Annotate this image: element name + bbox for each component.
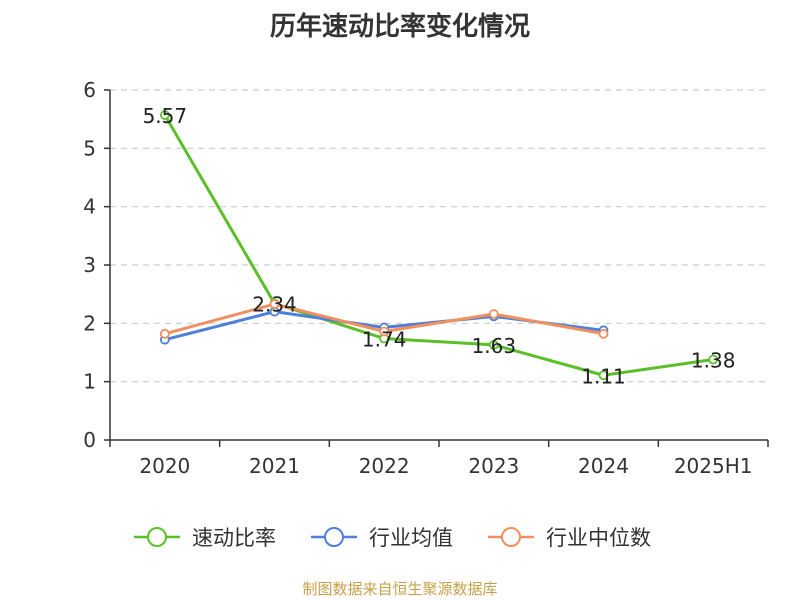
data-point[interactable] xyxy=(488,340,499,350)
legend-label: 行业均值 xyxy=(369,526,453,550)
y-tick-label: 3 xyxy=(83,253,96,277)
data-label: 5.57 xyxy=(143,104,188,128)
data-point[interactable] xyxy=(159,110,170,120)
x-tick-label: 2021 xyxy=(249,454,300,478)
data-labels: 5.57 2.34 1.74 1.63 1.11 1.38 xyxy=(143,104,736,388)
y-tick-label: 0 xyxy=(83,428,96,452)
data-label: 1.63 xyxy=(472,334,517,358)
series-group xyxy=(159,110,719,381)
y-tick-label: 2 xyxy=(83,311,96,335)
grid-lines xyxy=(110,89,768,383)
data-label: 1.11 xyxy=(581,364,626,388)
legend-marker xyxy=(147,527,167,547)
x-tick-label: 2020 xyxy=(139,454,190,478)
data-point[interactable] xyxy=(379,326,390,337)
data-point[interactable] xyxy=(269,299,280,309)
data-point[interactable] xyxy=(488,309,499,319)
data-label: 2.34 xyxy=(252,293,297,317)
legend-marker xyxy=(501,527,521,547)
legend-marker xyxy=(324,527,344,547)
data-point[interactable] xyxy=(598,370,609,381)
y-tick-label: 4 xyxy=(83,195,96,219)
x-tick-label: 2024 xyxy=(578,454,629,478)
x-tick-label: 2023 xyxy=(468,454,519,478)
data-label: 1.74 xyxy=(362,328,407,352)
axes: 0 1 2 3 4 5 6 2020 2021 2022 2023 2024 2025H1 xyxy=(83,78,769,478)
legend-item-0[interactable]: 速动比率 xyxy=(134,526,276,550)
y-tick-label: 1 xyxy=(83,370,96,394)
legend-item-1[interactable]: 行业均值 xyxy=(311,526,453,550)
data-point[interactable] xyxy=(159,328,170,339)
series-line-0 xyxy=(163,114,714,377)
legend-label: 速动比率 xyxy=(192,526,276,550)
data-point[interactable] xyxy=(708,354,719,365)
data-point[interactable] xyxy=(598,328,609,339)
x-tick-label: 2022 xyxy=(359,454,410,478)
legend-label: 行业中位数 xyxy=(546,526,651,550)
x-tick-label: 2025H1 xyxy=(674,454,753,478)
legend-item-2[interactable]: 行业中位数 xyxy=(488,526,651,550)
y-tick-label: 5 xyxy=(83,136,96,160)
y-tick-label: 6 xyxy=(83,78,96,102)
source-note: 制图数据来自恒生聚源数据库 xyxy=(302,580,498,598)
data-label: 1.38 xyxy=(691,349,736,373)
legend[interactable]: 速动比率 行业均值 行业中位数 xyxy=(134,526,651,550)
chart-title: 历年速动比率变化情况 xyxy=(269,12,530,42)
